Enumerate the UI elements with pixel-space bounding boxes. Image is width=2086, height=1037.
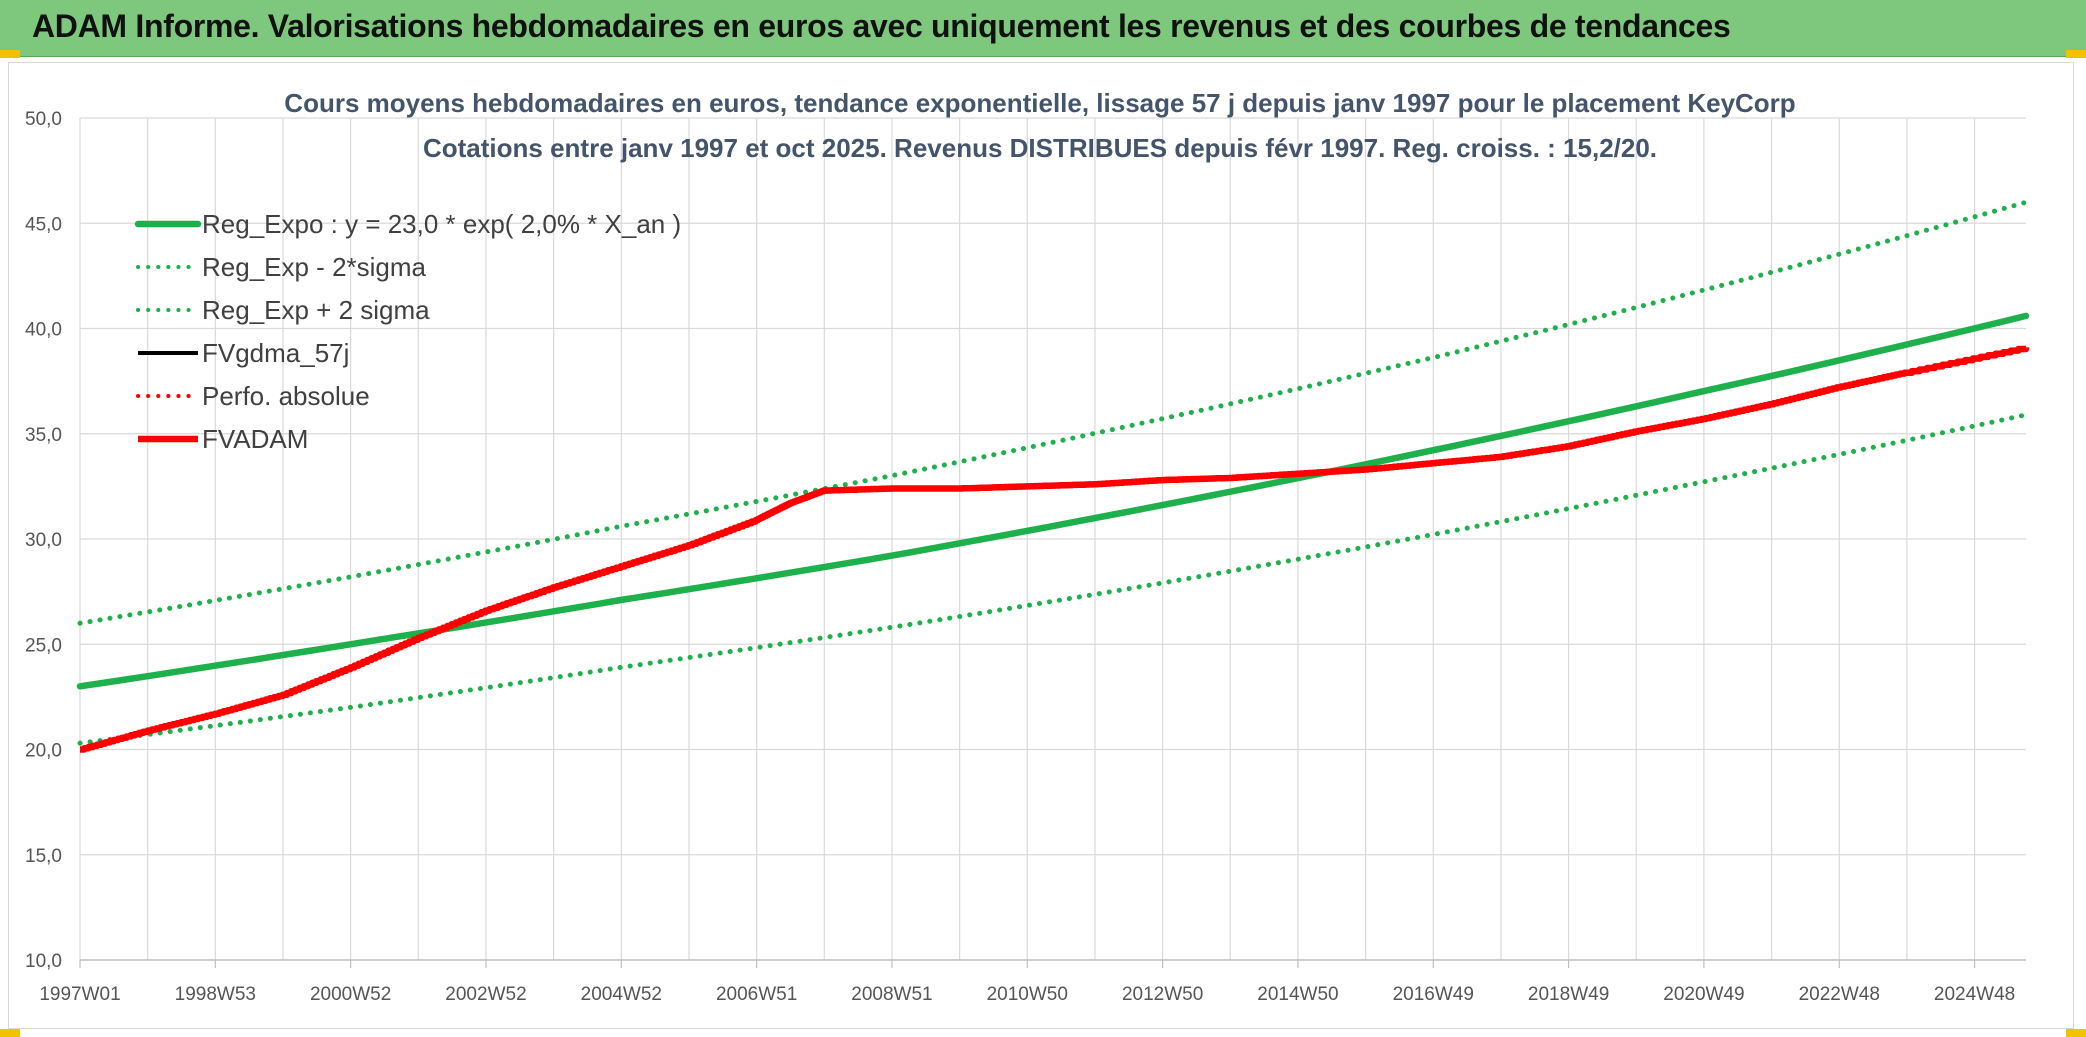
x-tick-label: 2018W49 [1528,984,1609,1005]
y-tick-label: 35,0 [25,425,62,446]
x-tick-label: 2004W52 [581,984,662,1005]
axes: 10,0 15,0 20,0 25,0 30,0 35,0 40,0 45,0 50,0 1997… [25,109,2026,1005]
y-tick-label: 30,0 [25,530,62,551]
x-tick-label: 2012W50 [1122,984,1203,1005]
legend-label: FVADAM [202,424,308,454]
y-tick-label: 20,0 [25,741,62,762]
chart-subtitle: Cotations entre janv 1997 et oct 2025. R… [423,133,1657,163]
x-tick-label: 2016W49 [1393,984,1474,1005]
series-layer [76,199,2030,753]
x-tick-label: 1997W01 [39,984,120,1005]
series-line-1 [77,412,2029,746]
y-tick-label: 10,0 [25,951,62,972]
header-title: ADAM Informe. Valorisations hebdomadaire… [32,8,1731,44]
legend-label: Reg_Exp - 2*sigma [202,252,427,282]
x-tick-label: 2000W52 [310,984,391,1005]
legend-label: Reg_Exp + 2 sigma [202,295,430,325]
x-tick-label: 2002W52 [445,984,526,1005]
x-tick-label: 2008W51 [851,984,932,1005]
y-tick-label: 40,0 [25,320,62,341]
x-tick-label: 2022W48 [1799,984,1880,1005]
legend-label: FVgdma_57j [202,338,349,368]
y-tick-label: 15,0 [25,846,62,867]
y-tick-label: 25,0 [25,635,62,656]
y-tick-label: 45,0 [25,214,62,235]
x-tick-label: 2014W50 [1257,984,1338,1005]
chart-title: Cours moyens hebdomadaires en euros, ten… [284,88,1795,118]
grid [79,117,2026,960]
header-bar: ADAM Informe. Valorisations hebdomadaire… [0,0,2086,57]
x-tick-label: 2020W49 [1663,984,1744,1005]
chart-frame [8,62,2074,1029]
x-tick-label: 2006W51 [716,984,797,1005]
y-tick-label: 50,0 [25,109,62,130]
legend: Reg_Expo : y = 23,0 * exp( 2,0% * X_an )… [134,209,681,454]
corner-marker [2066,1029,2086,1037]
x-tick-label: 1998W53 [175,984,256,1005]
corner-marker [0,50,20,58]
x-tick-label: 2010W50 [987,984,1068,1005]
series-line-5 [80,345,2030,753]
x-tick-label: 2024W48 [1934,984,2015,1005]
corner-marker [0,1029,20,1037]
legend-label: Perfo. absolue [202,381,370,411]
legend-label: Reg_Expo : y = 23,0 * exp( 2,0% * X_an ) [202,209,681,239]
series-line-0 [76,312,2030,690]
corner-marker [2066,50,2086,58]
